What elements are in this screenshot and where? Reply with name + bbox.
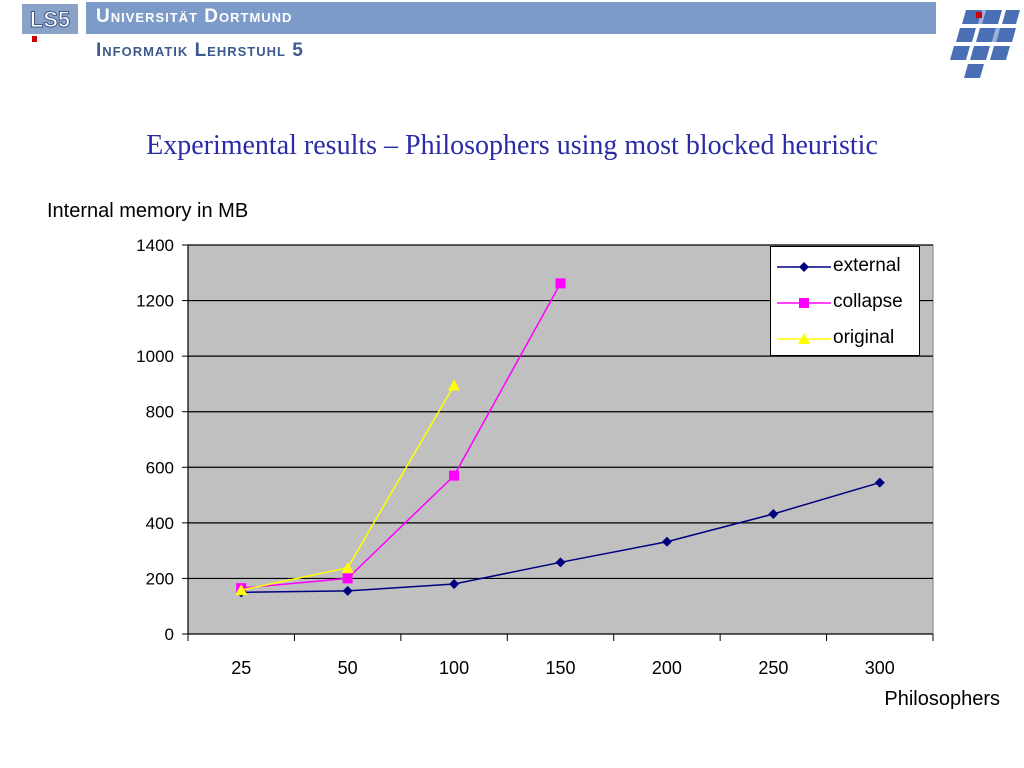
university-emblem xyxy=(948,2,1024,88)
y-tick-label: 0 xyxy=(165,625,174,644)
x-tick-label: 25 xyxy=(231,658,251,678)
ls5-logo: LS5 xyxy=(22,4,78,42)
legend-label-original: original xyxy=(833,327,895,348)
series-original xyxy=(235,379,461,596)
university-name: Universität Dortmund xyxy=(96,6,293,27)
legend-marker-collapse xyxy=(777,298,831,308)
data-point-external xyxy=(768,508,779,519)
legend-item-original: original xyxy=(771,327,919,351)
legend-item-external: external xyxy=(771,255,919,279)
data-point-external xyxy=(661,536,672,547)
data-point-collapse xyxy=(449,470,460,481)
ls5-logo-text: LS5 xyxy=(30,7,70,32)
header-bar xyxy=(0,0,1024,36)
y-tick-label: 400 xyxy=(146,514,174,533)
y-tick-label: 600 xyxy=(146,458,174,477)
y-tick-label: 200 xyxy=(146,569,174,588)
legend-item-collapse: collapse xyxy=(771,291,919,315)
data-point-external xyxy=(555,557,566,568)
y-tick-label: 1000 xyxy=(136,347,174,366)
data-point-external xyxy=(874,477,885,488)
grid-lines xyxy=(188,244,933,580)
y-tick-label: 1200 xyxy=(136,292,174,311)
legend-label-external: external xyxy=(833,255,901,276)
legend: external collapse original xyxy=(770,246,920,356)
data-point-collapse xyxy=(342,573,353,584)
legend-label-collapse: collapse xyxy=(833,291,903,312)
y-tick-label: 1400 xyxy=(136,236,174,255)
x-tick-label: 100 xyxy=(439,658,469,678)
slide-title: Experimental results – Philosophers usin… xyxy=(146,130,878,161)
legend-marker-original xyxy=(777,333,831,344)
axes: 0 200 400 600 800 1000 1200 1400 25 50 100 150 200 25… xyxy=(136,236,934,678)
x-tick-label: 250 xyxy=(758,658,788,678)
series-layer xyxy=(235,278,885,598)
y-tick-label: 800 xyxy=(146,403,174,422)
x-tick-label: 150 xyxy=(545,658,575,678)
data-point-original xyxy=(448,379,461,391)
series-line-collapse xyxy=(241,282,562,589)
chair-name: Informatik Lehrstuhl 5 xyxy=(96,40,304,61)
x-tick-label: 300 xyxy=(865,658,895,678)
data-point-original xyxy=(235,584,248,596)
x-axis-title: Philosophers xyxy=(884,688,1000,710)
x-tick-label: 200 xyxy=(652,658,682,678)
data-point-original xyxy=(341,561,354,573)
x-tick-label: 50 xyxy=(338,658,358,678)
data-point-external xyxy=(449,578,460,589)
data-point-external xyxy=(342,585,353,596)
y-axis-title: Internal memory in MB xyxy=(47,200,249,222)
data-point-collapse xyxy=(555,278,566,289)
legend-marker-external xyxy=(777,262,831,272)
